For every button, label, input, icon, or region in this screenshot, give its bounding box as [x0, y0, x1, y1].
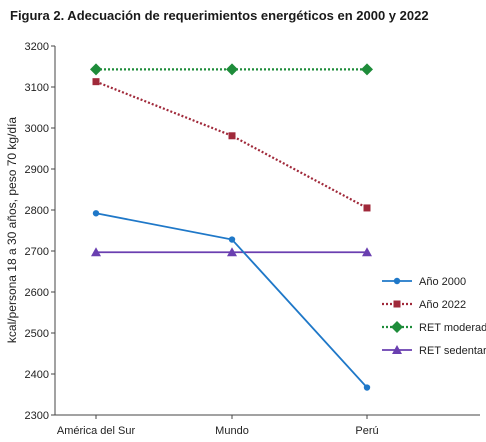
- legend: Año 2000 Año 2022 RET moderado RET sedentar…: [382, 276, 486, 357]
- data-point: [228, 236, 236, 243]
- legend-item: Año 2000: [382, 276, 466, 288]
- y-axis-ticks: 2300 2400 2500 2600 2700 2800 2900 3000 3100 3200: [25, 41, 55, 422]
- legend-marker: [393, 277, 401, 285]
- y-tick-label: 3000: [25, 123, 49, 135]
- chart-title: Figura 2. Adecuación de requerimientos e…: [10, 8, 429, 23]
- data-point: [92, 78, 100, 86]
- y-tick-label: 2400: [25, 369, 49, 381]
- legend-item: RET sedentario: [382, 345, 486, 357]
- data-point: [363, 384, 371, 391]
- x-axis-ticks: América del Sur Mundo Perú: [57, 415, 379, 437]
- x-tick-label: Perú: [355, 425, 378, 437]
- legend-label: RET moderado: [419, 322, 486, 334]
- y-tick-label: 2900: [25, 164, 49, 176]
- series-ret-moderado: [90, 63, 373, 76]
- y-tick-label: 2600: [25, 287, 49, 299]
- y-axis-label: kcal/persona 18 a 30 años, peso 70 kg/dí…: [5, 117, 19, 343]
- data-point: [91, 247, 101, 257]
- legend-marker: [392, 345, 402, 354]
- y-tick-label: 3100: [25, 82, 49, 94]
- x-tick-label: América del Sur: [57, 425, 136, 437]
- legend-label: RET sedentario: [419, 345, 486, 357]
- legend-marker: [391, 321, 403, 333]
- data-point: [92, 210, 100, 217]
- data-point: [90, 63, 102, 76]
- data-point: [228, 132, 236, 140]
- legend-label: Año 2022: [419, 299, 466, 311]
- series-layer: [90, 63, 373, 391]
- data-point: [363, 204, 371, 212]
- y-tick-label: 2500: [25, 328, 49, 340]
- data-point: [362, 247, 372, 257]
- series-a-o-2000: [92, 210, 371, 391]
- data-point: [361, 63, 373, 76]
- chart-axes: [54, 46, 480, 416]
- data-point: [227, 247, 237, 257]
- series-ret-sedentario: [91, 247, 372, 257]
- legend-item: Año 2022: [382, 299, 466, 311]
- series-a-o-2022: [92, 78, 371, 212]
- y-tick-label: 2700: [25, 246, 49, 258]
- legend-item: RET moderado: [382, 321, 486, 334]
- y-tick-label: 2800: [25, 205, 49, 217]
- x-tick-label: Mundo: [215, 425, 249, 437]
- legend-label: Año 2000: [419, 276, 466, 288]
- legend-marker: [393, 300, 401, 308]
- y-tick-label: 3200: [25, 41, 49, 53]
- y-tick-label: 2300: [25, 410, 49, 422]
- series-line: [95, 80, 368, 209]
- data-point: [226, 63, 238, 76]
